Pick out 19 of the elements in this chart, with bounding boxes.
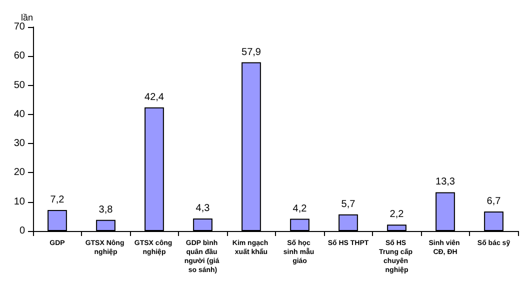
data-label: 4,2 [292, 203, 308, 214]
y-axis-title: lần [20, 12, 33, 23]
data-label: 57,9 [242, 46, 262, 58]
y-tick-label: 50 [14, 80, 26, 91]
y-tick-label: 0 [19, 226, 26, 236]
y-tick-label: 20 [14, 167, 26, 178]
data-label: 13,3 [436, 176, 456, 188]
y-tick-label: 60 [14, 50, 26, 62]
data-label: 3,8 [98, 204, 114, 216]
data-label: 4,3 [196, 202, 210, 214]
data-label: 6,7 [486, 196, 502, 207]
data-label: 7,2 [50, 194, 65, 206]
y-tick-label: 40 [14, 108, 26, 120]
data-label: 5,7 [341, 198, 356, 210]
y-tick-label: 10 [14, 196, 26, 208]
y-tick-label: 30 [14, 138, 26, 150]
y-tick-label: 70 [14, 22, 26, 32]
data-label: 2,2 [390, 209, 404, 220]
data-label: 42,4 [144, 92, 164, 103]
